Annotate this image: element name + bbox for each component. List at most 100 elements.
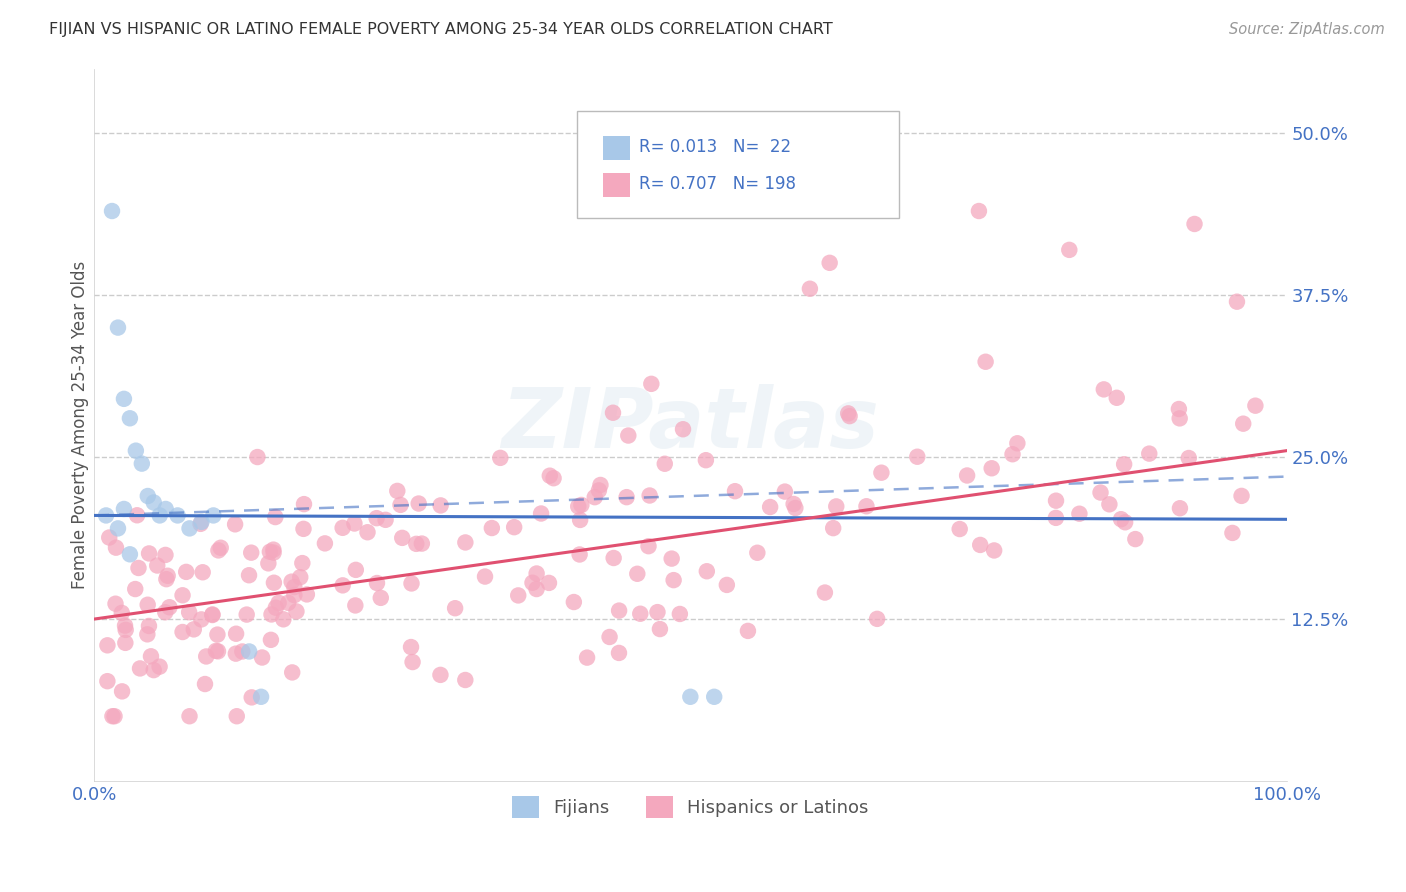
Point bbox=[111, 606, 134, 620]
Point bbox=[142, 663, 165, 677]
Point bbox=[112, 392, 135, 406]
Point bbox=[974, 355, 997, 369]
Point bbox=[285, 604, 308, 618]
Point bbox=[576, 650, 599, 665]
Point bbox=[589, 478, 612, 492]
Point bbox=[526, 582, 548, 596]
Point bbox=[267, 596, 290, 610]
Point bbox=[235, 607, 257, 622]
Point bbox=[104, 597, 127, 611]
Point bbox=[179, 709, 201, 723]
Point bbox=[94, 508, 117, 523]
Point bbox=[638, 489, 661, 503]
Point bbox=[1001, 447, 1024, 461]
Point bbox=[1114, 516, 1136, 530]
Point bbox=[98, 531, 121, 545]
Point bbox=[562, 595, 585, 609]
Point bbox=[654, 457, 676, 471]
Point bbox=[291, 556, 314, 570]
Point bbox=[225, 709, 247, 723]
Point bbox=[429, 668, 451, 682]
Text: Source: ZipAtlas.com: Source: ZipAtlas.com bbox=[1229, 22, 1385, 37]
Bar bbox=[603, 136, 630, 160]
Point bbox=[207, 543, 229, 558]
Point bbox=[1244, 399, 1267, 413]
Point bbox=[1168, 411, 1191, 425]
Point bbox=[814, 585, 837, 599]
Point bbox=[281, 665, 304, 680]
Point bbox=[118, 411, 141, 425]
Point bbox=[661, 551, 683, 566]
Text: R= 0.013   N=  22: R= 0.013 N= 22 bbox=[640, 138, 792, 156]
Point bbox=[172, 588, 194, 602]
Point bbox=[332, 521, 354, 535]
Point bbox=[602, 551, 624, 566]
Point bbox=[114, 618, 136, 632]
Point bbox=[205, 644, 228, 658]
Point bbox=[662, 573, 685, 587]
Point bbox=[588, 483, 610, 498]
Point bbox=[1059, 243, 1081, 257]
Point bbox=[374, 513, 396, 527]
Point bbox=[759, 500, 782, 514]
Point bbox=[370, 591, 392, 605]
Point bbox=[179, 521, 201, 535]
Point bbox=[1007, 436, 1029, 450]
Point bbox=[724, 484, 747, 499]
Point bbox=[648, 622, 671, 636]
Point bbox=[391, 531, 413, 545]
Point bbox=[838, 409, 860, 424]
Point bbox=[295, 587, 318, 601]
Point bbox=[405, 537, 427, 551]
Point bbox=[1090, 485, 1112, 500]
Point bbox=[201, 607, 224, 622]
Point bbox=[138, 619, 160, 633]
Point bbox=[104, 541, 127, 555]
Point bbox=[259, 545, 281, 559]
Point bbox=[209, 541, 232, 555]
Point bbox=[257, 557, 280, 571]
Point bbox=[263, 575, 285, 590]
Point bbox=[956, 468, 979, 483]
Point bbox=[260, 607, 283, 622]
Point bbox=[314, 536, 336, 550]
Point bbox=[1232, 417, 1254, 431]
Point bbox=[628, 607, 651, 621]
Point bbox=[1109, 512, 1132, 526]
Point bbox=[969, 538, 991, 552]
Text: ZIPatlas: ZIPatlas bbox=[502, 384, 879, 466]
Point bbox=[149, 508, 172, 523]
Point bbox=[569, 513, 592, 527]
Point bbox=[1226, 294, 1249, 309]
Point bbox=[543, 471, 565, 485]
Point bbox=[474, 569, 496, 583]
Point bbox=[818, 256, 841, 270]
Point bbox=[190, 612, 212, 626]
Point bbox=[983, 543, 1005, 558]
Point bbox=[538, 468, 561, 483]
Point bbox=[626, 566, 648, 581]
Point bbox=[1105, 391, 1128, 405]
Point bbox=[737, 624, 759, 638]
Point bbox=[1114, 457, 1136, 471]
FancyBboxPatch shape bbox=[576, 112, 898, 219]
Point bbox=[366, 511, 388, 525]
Y-axis label: Female Poverty Among 25-34 Year Olds: Female Poverty Among 25-34 Year Olds bbox=[72, 260, 89, 589]
Point bbox=[508, 589, 530, 603]
Point bbox=[101, 709, 124, 723]
Point bbox=[481, 521, 503, 535]
Point bbox=[190, 515, 212, 529]
Point bbox=[277, 596, 299, 610]
Point bbox=[263, 546, 285, 560]
Point bbox=[225, 647, 247, 661]
Point bbox=[399, 640, 422, 654]
Point bbox=[616, 490, 638, 504]
Point bbox=[238, 644, 260, 658]
Point bbox=[195, 649, 218, 664]
Point bbox=[283, 588, 305, 602]
Point bbox=[332, 578, 354, 592]
Point bbox=[411, 536, 433, 550]
Point bbox=[823, 521, 845, 535]
Point bbox=[101, 204, 124, 219]
Point bbox=[183, 623, 205, 637]
